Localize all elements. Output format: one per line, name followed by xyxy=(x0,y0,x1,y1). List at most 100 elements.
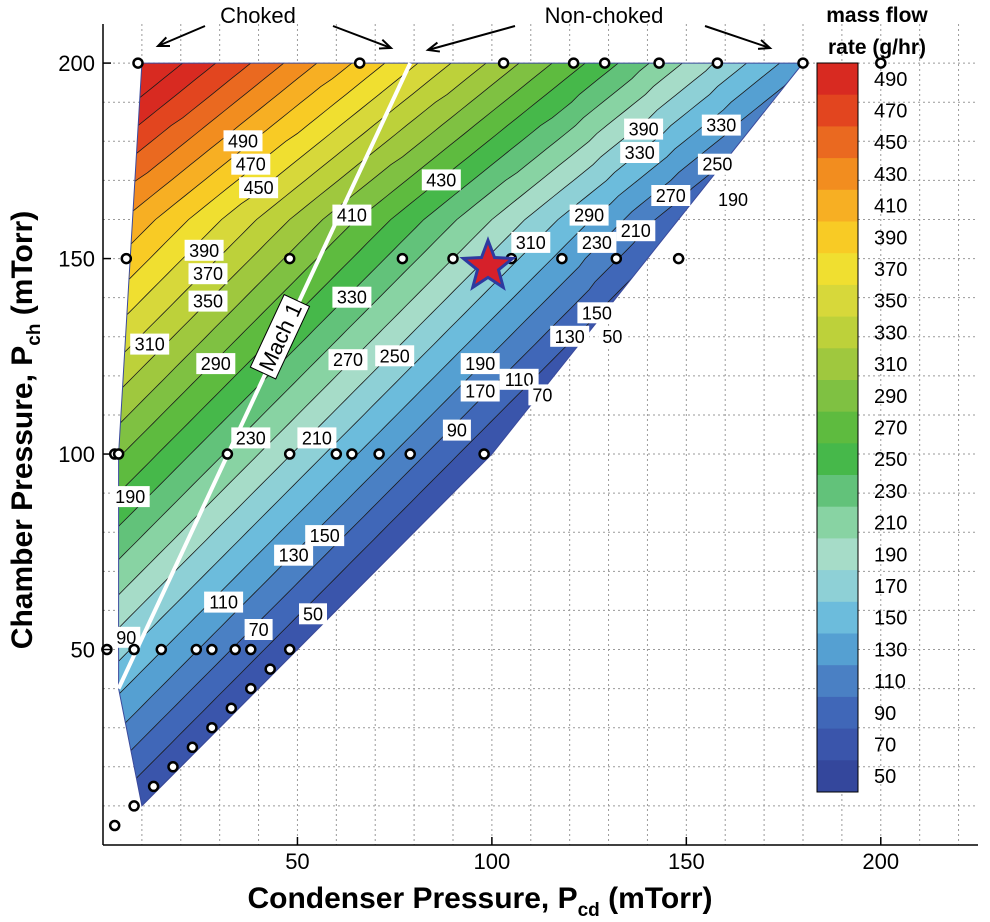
contour-label: 70 xyxy=(528,384,557,406)
contour-label-bg xyxy=(332,204,372,226)
contour-label-text: 390 xyxy=(629,120,659,140)
contour-label-bg xyxy=(421,169,461,191)
contour-label-bg xyxy=(204,591,244,613)
contour-label-text: 430 xyxy=(426,170,456,190)
legend-label: 430 xyxy=(874,164,907,186)
legend-swatch xyxy=(817,158,858,191)
contour-label-bg xyxy=(460,353,500,375)
contour-label-bg xyxy=(328,349,368,371)
sample-point xyxy=(206,721,218,734)
contour-label-bg xyxy=(188,263,228,285)
legend-swatch xyxy=(817,665,858,698)
sample-point xyxy=(190,643,203,656)
legend-label: 370 xyxy=(874,259,907,281)
contour-label: 250 xyxy=(375,345,415,367)
contour-label-bg xyxy=(651,185,691,206)
contour-label-text: 130 xyxy=(279,546,309,566)
contour-label: 210 xyxy=(297,427,337,449)
sample-point xyxy=(245,682,257,695)
legend-label: 230 xyxy=(874,481,907,503)
y-tick-label: 100 xyxy=(58,442,95,467)
contour-label: 90 xyxy=(442,419,471,441)
sample-point xyxy=(132,57,144,69)
axes xyxy=(102,24,978,846)
sample-point xyxy=(797,57,809,69)
sample-point xyxy=(353,57,366,69)
legend-label: 490 xyxy=(874,69,907,91)
contour-label-bg xyxy=(223,130,263,152)
x-tick-label: 150 xyxy=(668,849,705,874)
contour-label: 290 xyxy=(569,204,609,226)
contour-label-text: 390 xyxy=(189,241,219,261)
contour-label-bg xyxy=(616,220,656,242)
legend-label: 410 xyxy=(874,196,907,218)
contour-label-text: 350 xyxy=(193,292,223,312)
annotation-arrow xyxy=(157,25,206,47)
sample-point xyxy=(221,448,234,460)
contour-label: 330 xyxy=(620,142,660,163)
legend-swatch xyxy=(817,221,858,254)
contour-label-text: 490 xyxy=(228,131,258,151)
contour-label-bg xyxy=(188,290,228,312)
contour-line xyxy=(118,63,318,806)
annotation-arrows xyxy=(155,25,773,53)
contour-label-text: 150 xyxy=(310,526,340,546)
contour-label-text: 310 xyxy=(135,335,165,355)
sample-point xyxy=(346,448,358,460)
sample-point xyxy=(447,252,459,265)
legend-labels: 490 470 450 430 410 390 370 350 330 310 290 270 250 2… xyxy=(874,69,907,788)
contour-label-bg xyxy=(184,239,224,261)
contour-label-bg xyxy=(460,380,500,402)
sample-point xyxy=(653,57,665,69)
contour-label: 70 xyxy=(244,619,273,640)
contour-label: 50 xyxy=(598,325,627,347)
contour-label: 150 xyxy=(577,302,617,324)
contour-label-bg xyxy=(528,384,557,406)
legend-swatch xyxy=(817,443,858,476)
legend-colorbar xyxy=(816,62,859,793)
contour-line xyxy=(118,63,586,806)
legend: mass flow rate (g/hr) 490 470 450 430 410 390… xyxy=(816,4,928,793)
contour-label-text: 190 xyxy=(115,487,145,507)
operating-point xyxy=(459,236,517,291)
legend-swatch xyxy=(817,570,858,603)
legend-swatch xyxy=(817,126,858,159)
sample-point xyxy=(229,643,241,656)
contour-labels: 490 470 450 430 410 390 330 330 250 190 270 390 370 3… xyxy=(110,114,753,648)
sample-point xyxy=(478,448,490,460)
contour-label-bg xyxy=(577,231,617,253)
contour-label-bg xyxy=(110,486,150,508)
contour-label: 290 xyxy=(196,353,236,375)
legend-label: 130 xyxy=(874,639,907,661)
mach-line xyxy=(116,62,413,690)
legend-label: 110 xyxy=(874,671,906,693)
legend-label: 150 xyxy=(874,608,907,630)
legend-label: 350 xyxy=(874,291,907,313)
legend-label: 210 xyxy=(874,513,907,535)
y-tick-label: 50 xyxy=(71,638,95,663)
contour-label-text: 310 xyxy=(516,233,546,253)
contour-label: 390 xyxy=(184,239,224,261)
contour-label-bg xyxy=(130,333,170,355)
contour-label-text: 270 xyxy=(333,350,363,370)
contour-label: 430 xyxy=(421,169,461,191)
legend-swatch xyxy=(817,380,858,413)
contour-label: 330 xyxy=(701,114,741,136)
contour-label: 190 xyxy=(110,486,150,508)
contour-label: 90 xyxy=(112,626,141,648)
legend-swatch xyxy=(817,506,858,539)
x-tick-label: 50 xyxy=(285,849,309,874)
contour-label-text: 190 xyxy=(465,354,495,374)
contour-label-bg xyxy=(550,325,590,347)
contour-label-bg xyxy=(231,427,271,449)
contour-label: 230 xyxy=(577,231,617,253)
sample-point xyxy=(206,643,218,656)
contour-label-text: 210 xyxy=(302,428,332,448)
contour-label: 450 xyxy=(239,177,279,199)
contour-line xyxy=(118,63,683,806)
contour-label-text: 250 xyxy=(702,155,732,175)
contour-label: 250 xyxy=(697,153,737,175)
annotation-arrow xyxy=(704,25,771,49)
contour-label-bg xyxy=(713,188,753,210)
